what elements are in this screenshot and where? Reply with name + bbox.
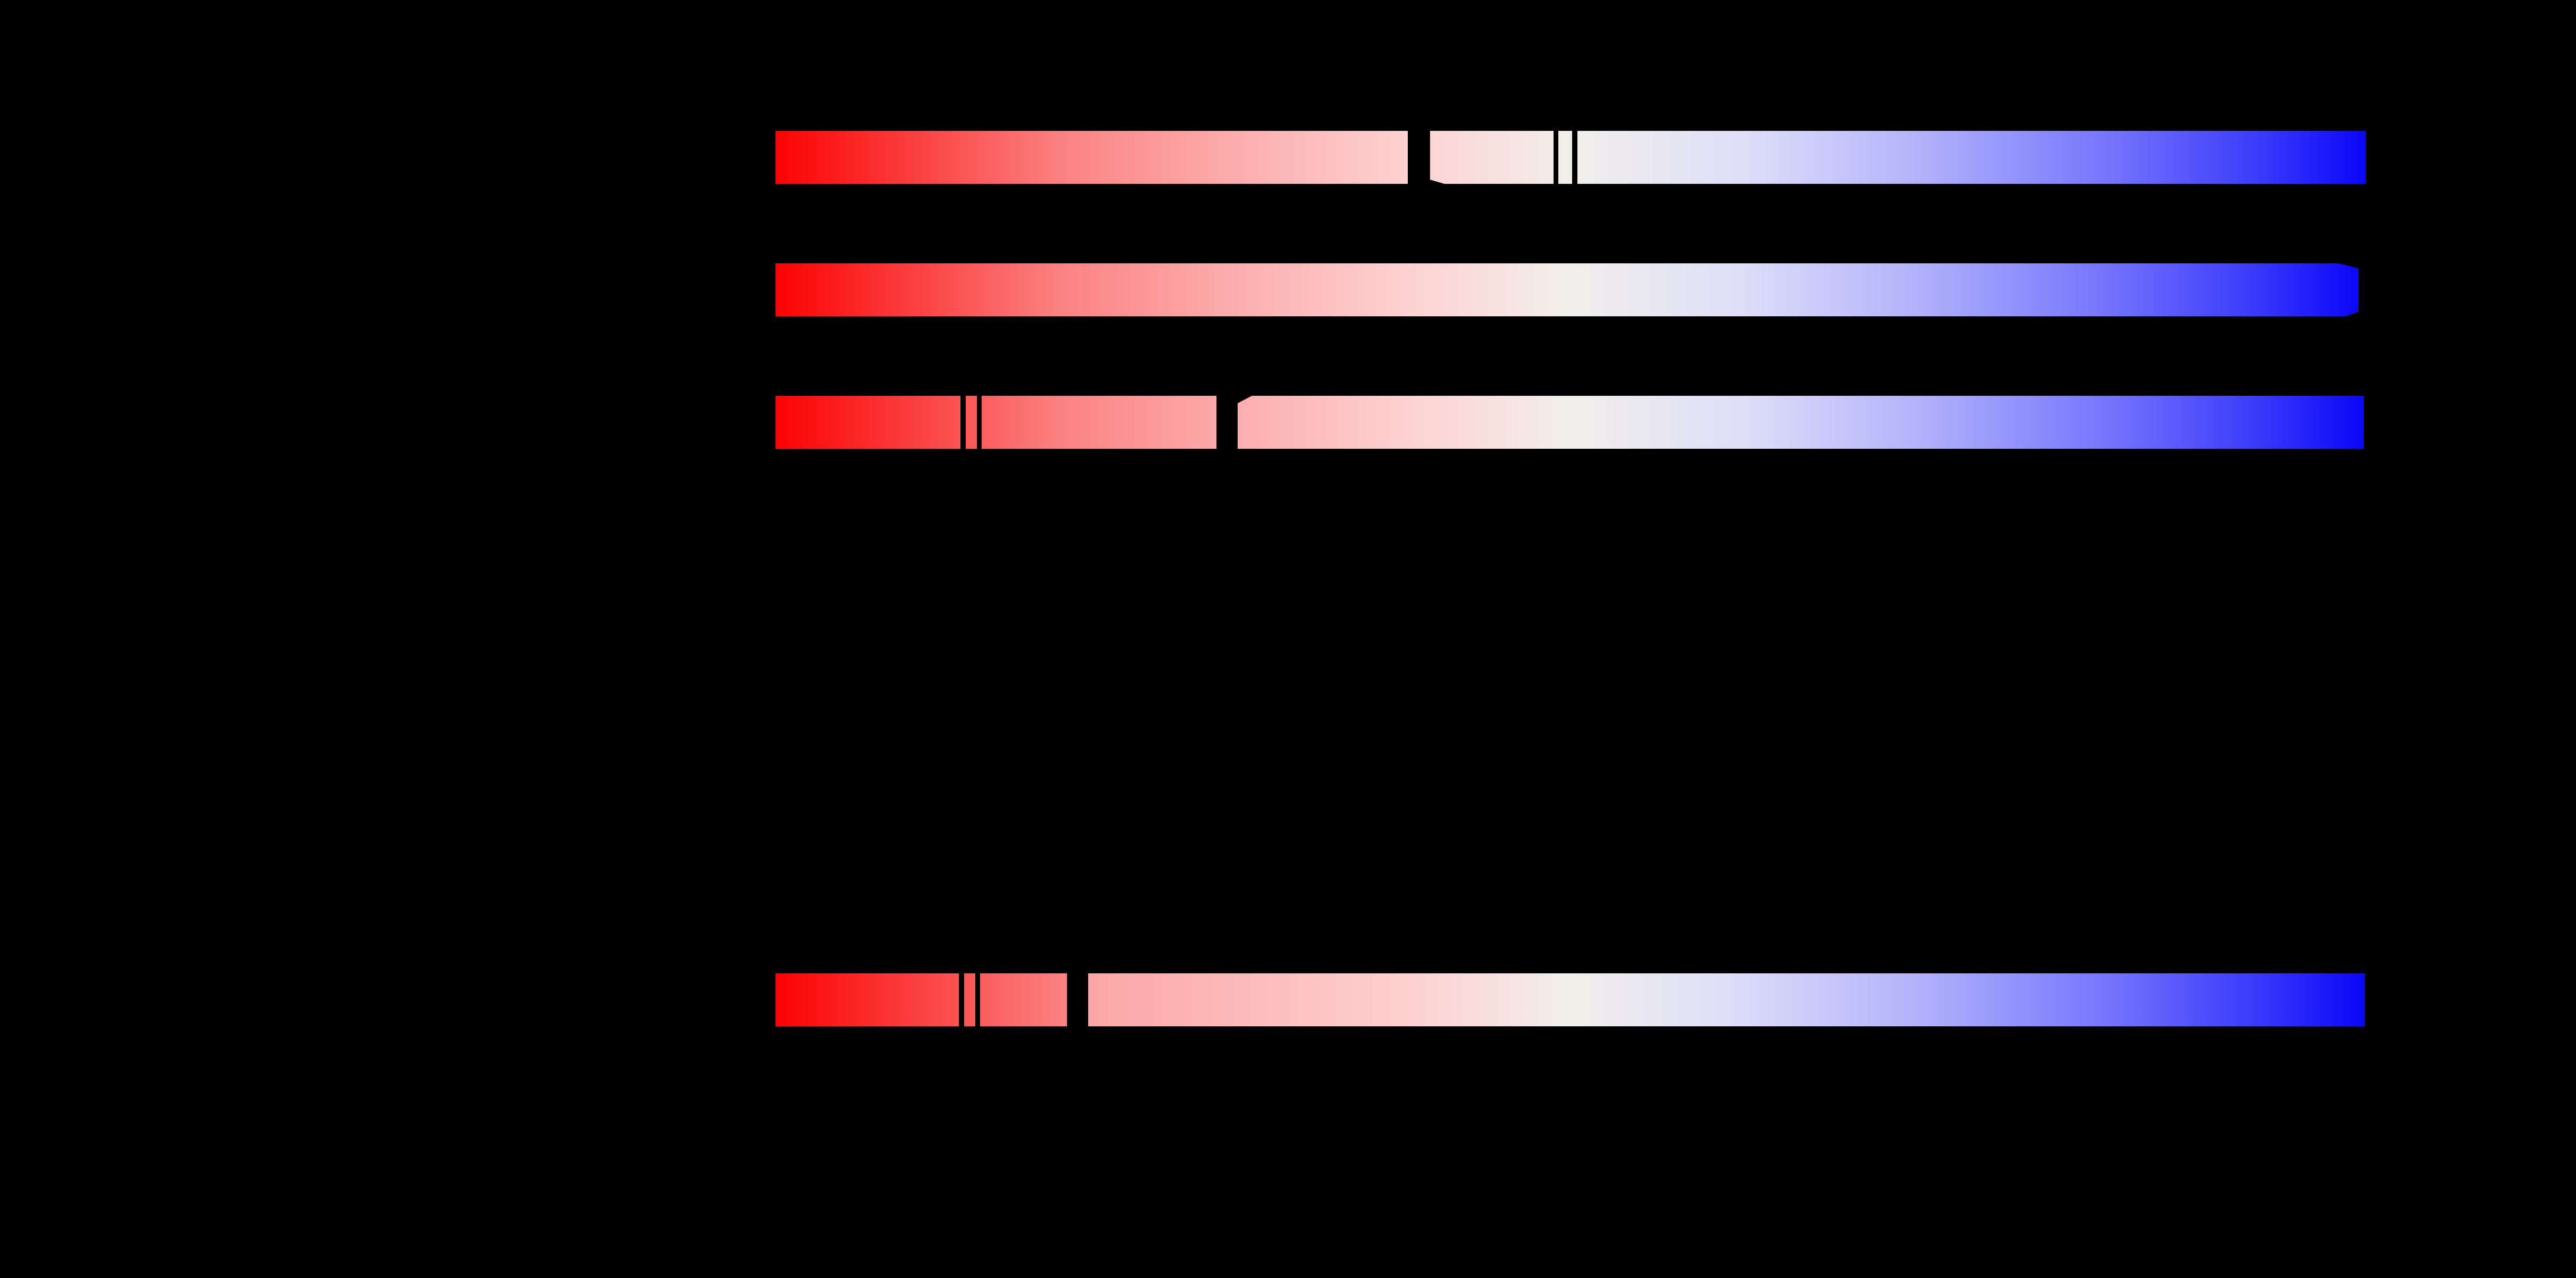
sequence-bar-1-breakpoint-gap xyxy=(1554,131,1558,184)
sequence-bar-1-breakpoint-gap xyxy=(1408,131,1430,184)
sequence-bar-4-breakpoint-gap xyxy=(975,973,980,1026)
sequence-bar-3-block-1 xyxy=(775,396,2364,449)
sequence-bar-3-breakpoint-gap xyxy=(1216,396,1238,449)
sequence-bar-1-block-1 xyxy=(775,131,2366,184)
sequence-bar-4-block-1 xyxy=(775,973,1067,1026)
sequence-bar-1-breakpoint-notch xyxy=(1430,180,1444,184)
sequence-bar-3-breakpoint-gap xyxy=(977,396,982,449)
sequence-bar-2-block-1 xyxy=(775,263,2359,316)
sequence-bar-1-breakpoint-gap xyxy=(1572,131,1577,184)
sequence-bar-4-breakpoint-gap xyxy=(959,973,964,1026)
sequence-bar-3-breakpoint-gap xyxy=(960,396,966,449)
sequence-bar-4-block-2 xyxy=(1088,973,2365,1026)
